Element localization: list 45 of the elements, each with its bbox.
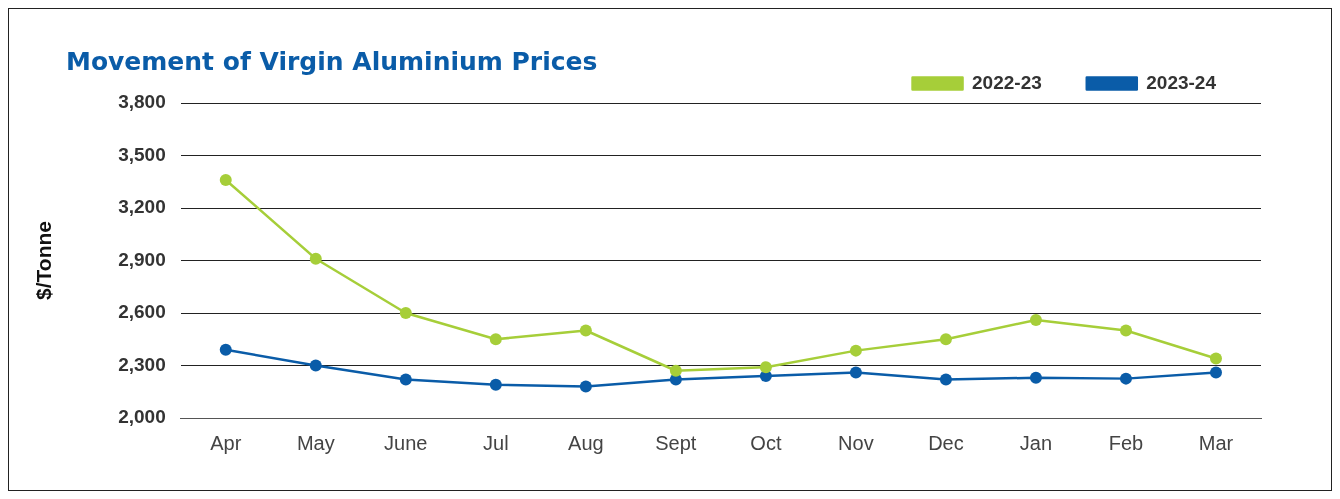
x-tick-label: Nov [838,431,874,454]
legend-label: 2022-23 [972,71,1042,93]
y-tick-label: 3,200 [118,196,166,218]
x-tick-label: Jan [1019,431,1053,454]
point [939,333,952,346]
point [849,366,862,379]
x-tick-label: Dec [928,431,964,454]
x-tick-label: Jul [483,431,509,454]
point [489,378,502,391]
y-tick-label: 2,900 [118,248,166,270]
point [1119,324,1132,337]
x-tick-label: June [384,431,428,454]
x-tick-label: May [296,431,335,454]
x-tick-label: Mar [1198,431,1234,454]
point [309,359,322,372]
point [1209,366,1222,379]
y-tick-label: 3,500 [118,143,166,165]
chart-title: Movement of Virgin Aluminium Prices [66,47,598,76]
x-tick-label: Feb [1108,431,1144,454]
point [849,344,862,357]
point [489,333,502,346]
point [219,343,232,356]
x-tick-label: Sept [655,431,697,454]
point [309,252,322,265]
x-tick-label: Apr [210,431,242,454]
point [1029,314,1042,326]
x-tick-label: Aug [568,431,604,454]
point [579,324,592,337]
y-tick-label: 2,300 [118,353,166,375]
point [399,373,412,386]
y-axis-title: $/Tonne [32,221,56,300]
legend-label: 2023-24 [1146,71,1217,93]
y-tick-label: 3,800 [118,91,166,113]
x-tick-label: Oct [750,431,782,454]
point [579,380,592,393]
point [219,174,232,186]
point [1209,352,1222,365]
point [1029,371,1042,384]
y-tick-label: 2,600 [118,301,166,323]
point [939,373,952,386]
point [1119,372,1132,385]
point [399,307,412,319]
point [759,361,772,374]
y-tick-label: 2,000 [118,406,166,428]
point [669,364,682,377]
